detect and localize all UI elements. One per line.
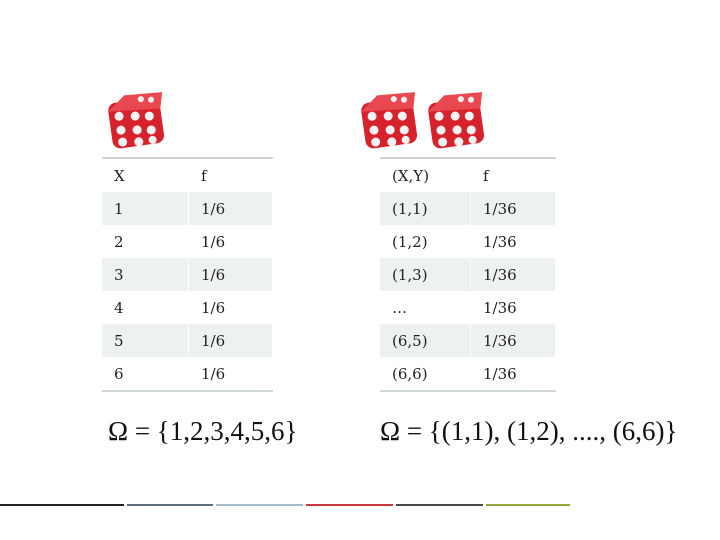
- table-cell: (1,1): [380, 192, 471, 225]
- table-row: 3 1/6: [102, 258, 273, 291]
- table-cell: 1/36: [470, 258, 556, 291]
- table-row: 5 1/6: [102, 324, 273, 357]
- table-cell: 1/6: [188, 291, 273, 324]
- table-row: 2 1/6: [102, 225, 273, 258]
- table-cell: 5: [102, 324, 189, 357]
- table-cell: (1,3): [380, 258, 471, 291]
- table-row: 6 1/6: [102, 357, 273, 392]
- table-cell: (X,Y): [380, 157, 471, 192]
- table-cell: 1: [102, 192, 189, 225]
- table-cell: (6,6): [380, 357, 471, 392]
- die: [359, 90, 423, 150]
- table-cell: 4: [102, 291, 189, 324]
- die: [106, 90, 170, 150]
- table-cell: 1/36: [470, 357, 556, 392]
- table-cell: 1/6: [188, 258, 273, 291]
- table-cell: 1/36: [470, 192, 556, 225]
- table-cell: 3: [102, 258, 189, 291]
- decor-bar: [306, 504, 393, 506]
- table-cell: (1,2): [380, 225, 471, 258]
- table-row: (6,5) 1/36: [380, 324, 556, 357]
- table-cell: 2: [102, 225, 189, 258]
- table-row: (X,Y) f: [380, 157, 556, 192]
- table-row: (1,1) 1/36: [380, 192, 556, 225]
- decor-bar: [486, 504, 570, 506]
- table-cell: 1/6: [188, 357, 273, 392]
- table-cell: 1/6: [188, 225, 273, 258]
- decor-bar: [127, 504, 213, 506]
- table-cell: 1/6: [188, 192, 273, 225]
- table-row: 1 1/6: [102, 192, 273, 225]
- formula: Ω = {(1,1), (1,2), ...., (6,6)}: [380, 416, 678, 446]
- table-cell: 6: [102, 357, 189, 392]
- formula: Ω = {1,2,3,4,5,6}: [108, 416, 298, 446]
- table-cell: f: [188, 157, 273, 192]
- table-cell: X: [102, 157, 189, 192]
- decor-bar: [0, 504, 124, 506]
- table-row: 4 1/6: [102, 291, 273, 324]
- table-cell: 1/36: [470, 324, 556, 357]
- table-cell: 1/36: [470, 291, 556, 324]
- die: [426, 90, 490, 150]
- dice-art: [106, 90, 490, 150]
- table-cell: 1/36: [470, 225, 556, 258]
- table-row: (1,2) 1/36: [380, 225, 556, 258]
- decor-bar: [396, 504, 483, 506]
- decor-bar: [216, 504, 303, 506]
- table-cell: f: [470, 157, 556, 192]
- table-cell: …: [380, 291, 471, 324]
- table-row: (1,3) 1/36: [380, 258, 556, 291]
- table-row: (6,6) 1/36: [380, 357, 556, 392]
- table-row: … 1/36: [380, 291, 556, 324]
- table-cell: (6,5): [380, 324, 471, 357]
- right-table: (X,Y) f (1,1) 1/36 (1,2) 1/36 (1,3) 1/36… 1/36 (6…: [380, 157, 556, 392]
- table-cell: 1/6: [188, 324, 273, 357]
